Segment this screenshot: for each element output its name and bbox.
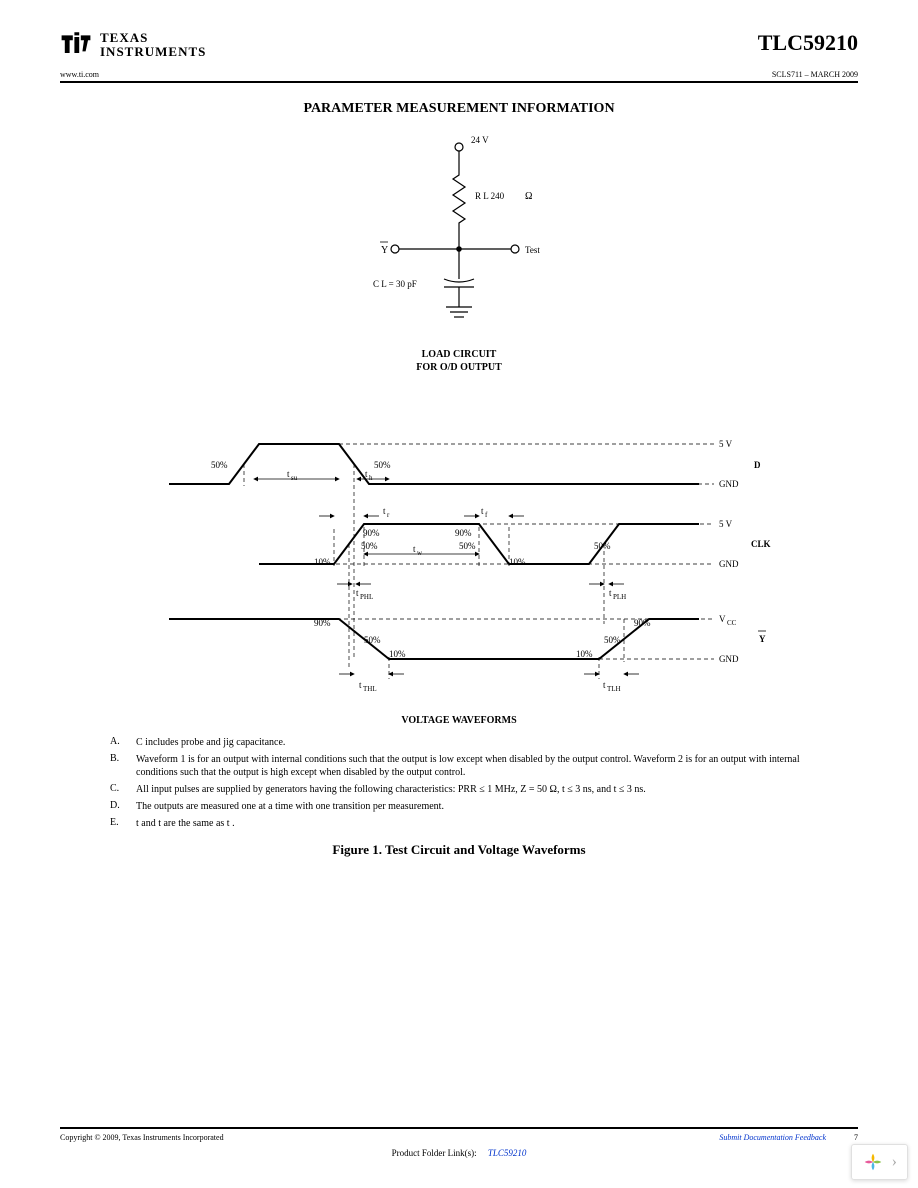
svg-text:t: t (365, 469, 368, 479)
svg-text:PLH: PLH (613, 593, 626, 601)
note-a: A.C includes probe and jig capacitance. (110, 736, 838, 749)
note-d: D.The outputs are measured one at a time… (110, 800, 838, 813)
sub-header: www.ti.com SCLS711 – MARCH 2009 (60, 70, 858, 83)
copyright-text: Copyright © 2009, Texas Instruments Inco… (60, 1133, 224, 1142)
svg-text:GND: GND (719, 479, 739, 489)
svg-text:50%: 50% (361, 541, 378, 551)
svg-text:TLH: TLH (607, 685, 621, 693)
svg-text:CC: CC (727, 619, 737, 627)
load-circuit-caption: LOAD CIRCUIT FOR O/D OUTPUT (289, 348, 629, 374)
svg-text:10%: 10% (509, 557, 526, 567)
figure-title: Figure 1. Test Circuit and Voltage Wavef… (60, 842, 858, 858)
footer: Copyright © 2009, Texas Instruments Inco… (60, 1127, 858, 1158)
svg-text:50%: 50% (374, 460, 391, 470)
svg-text:CLK: CLK (751, 539, 771, 549)
svg-text:w: w (417, 549, 423, 557)
svg-text:5 V: 5 V (719, 519, 733, 529)
svg-text:90%: 90% (455, 528, 472, 538)
svg-text:t: t (383, 506, 386, 516)
svg-text:90%: 90% (363, 528, 380, 538)
svg-text:su: su (291, 474, 298, 482)
feedback-link[interactable]: Submit Documentation Feedback (719, 1133, 826, 1142)
svg-text:h: h (369, 474, 373, 482)
svg-text:t: t (481, 506, 484, 516)
website-text: www.ti.com (60, 70, 99, 79)
note-e: E.t and t are the same as t . (110, 817, 838, 830)
svg-text:GND: GND (719, 654, 739, 664)
svg-text:10%: 10% (314, 557, 331, 567)
logo-text: TEXAS INSTRUMENTS (100, 31, 206, 60)
svg-text:Y: Y (759, 634, 766, 644)
svg-text:D: D (754, 460, 761, 470)
svg-text:V: V (719, 614, 726, 624)
ti-logo-icon (60, 30, 92, 60)
svg-text:10%: 10% (389, 649, 406, 659)
svg-text:90%: 90% (314, 618, 331, 628)
waveform-caption: VOLTAGE WAVEFORMS (139, 715, 779, 726)
svg-text:r: r (387, 511, 390, 519)
svg-text:50%: 50% (594, 541, 611, 551)
svg-text:f: f (485, 511, 488, 519)
y-label: Y (381, 245, 388, 256)
doc-reference: SCLS711 – MARCH 2009 (772, 70, 858, 79)
svg-text:GND: GND (719, 559, 739, 569)
cl-label: C L = 30 pF (373, 279, 417, 289)
flower-icon (862, 1151, 884, 1173)
page: TEXAS INSTRUMENTS TLC59210 www.ti.com SC… (0, 0, 918, 1188)
svg-text:t: t (609, 588, 612, 598)
svg-text:5 V: 5 V (719, 439, 733, 449)
viewer-widget[interactable]: › (851, 1144, 908, 1180)
chevron-right-icon: › (892, 1153, 897, 1171)
svg-text:t: t (359, 680, 362, 690)
svg-text:10%: 10% (576, 649, 593, 659)
svg-text:50%: 50% (211, 460, 228, 470)
note-b: B.Waveform 1 is for an output with inter… (110, 753, 838, 779)
part-number: TLC59210 (758, 30, 858, 56)
load-circuit: 24 V R L 240 Ω Y Test C L = 30 pF LOAD C… (289, 129, 629, 374)
svg-text:50%: 50% (364, 635, 381, 645)
logo-block: TEXAS INSTRUMENTS (60, 30, 206, 60)
svg-text:t: t (356, 588, 359, 598)
rl-unit: Ω (525, 191, 532, 202)
notes-block: A.C includes probe and jig capacitance. … (110, 736, 838, 830)
svg-text:t: t (413, 544, 416, 554)
svg-text:50%: 50% (459, 541, 476, 551)
folder-text: Product Folder Link(s): (392, 1148, 477, 1158)
waveform-block: 5 V GND D 5 V GND CLK VCC GND Y 50% 50% … (139, 424, 779, 726)
supply-label: 24 V (471, 135, 489, 145)
svg-text:90%: 90% (634, 618, 651, 628)
svg-text:t: t (287, 469, 290, 479)
svg-text:THL: THL (363, 685, 377, 693)
svg-text:PHL: PHL (360, 593, 373, 601)
section-title: PARAMETER MEASUREMENT INFORMATION (60, 101, 858, 117)
note-c: C.All input pulses are supplied by gener… (110, 783, 838, 796)
test-label: Test (525, 245, 540, 255)
svg-text:50%: 50% (604, 635, 621, 645)
rl-label: R L 240 (475, 191, 505, 201)
header-row: TEXAS INSTRUMENTS TLC59210 (60, 30, 858, 60)
folder-link[interactable]: TLC59210 (488, 1148, 527, 1158)
svg-text:t: t (603, 680, 606, 690)
page-number: 7 (854, 1133, 858, 1142)
